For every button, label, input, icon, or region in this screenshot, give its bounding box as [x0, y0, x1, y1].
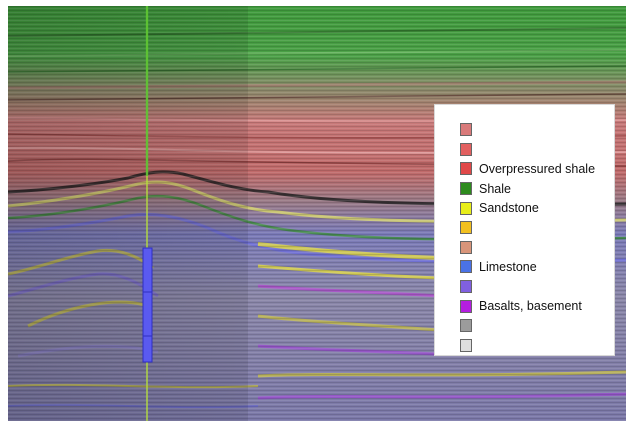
legend-swatch	[460, 123, 472, 137]
legend-swatch	[460, 162, 472, 176]
legend-swatch	[460, 201, 472, 215]
legend-item: Basalts, basement	[460, 296, 614, 316]
facies-legend: Overpressured shale Shale Sandstone Limesto…	[434, 104, 615, 356]
legend-item	[460, 336, 614, 356]
legend-item	[460, 238, 614, 258]
legend-item: Limestone	[460, 257, 614, 277]
legend-label: Overpressured shale	[479, 161, 596, 176]
legend-swatch	[460, 260, 472, 274]
legend-item	[460, 120, 614, 140]
legend-swatch	[460, 240, 472, 254]
legend-swatch	[460, 319, 472, 333]
legend-item: Sandstone	[460, 198, 614, 218]
legend-label: Limestone	[479, 259, 537, 274]
legend-swatch	[460, 182, 472, 196]
legend-item: Shale	[460, 179, 614, 199]
legend-swatch	[460, 221, 472, 235]
legend-label: Sandstone	[479, 201, 539, 216]
legend-label: Shale	[479, 181, 511, 196]
legend-swatch	[460, 142, 472, 156]
legend-item	[460, 218, 614, 238]
legend-swatch	[460, 338, 472, 352]
legend-swatch	[460, 299, 472, 313]
legend-item	[460, 316, 614, 336]
legend-item	[460, 277, 614, 297]
legend-item	[460, 140, 614, 160]
legend-item: Overpressured shale	[460, 159, 614, 179]
legend-swatch	[460, 280, 472, 294]
legend-label: Basalts, basement	[479, 299, 582, 314]
